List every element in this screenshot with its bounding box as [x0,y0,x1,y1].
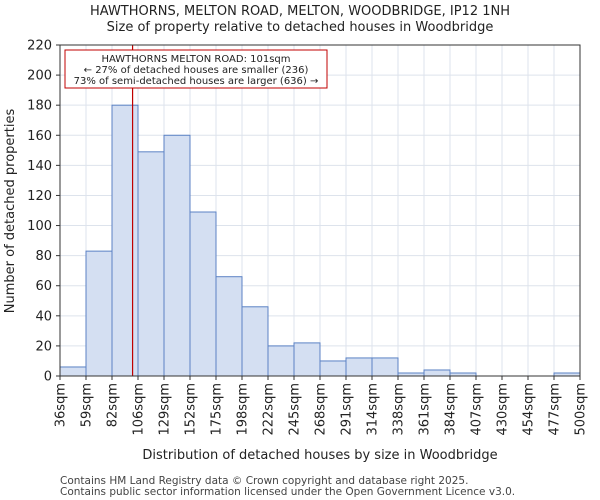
annotation-line-3: 73% of semi-detached houses are larger (… [74,76,319,87]
bar [293,342,321,377]
bar [371,357,399,377]
x-tick-label: 314sqm [366,383,381,436]
x-tick-label: 500sqm [574,383,589,436]
annotation-line-2: ← 27% of detached houses are smaller (23… [84,65,309,76]
x-tick-label: 59sqm [80,383,95,427]
x-tick-label: 175sqm [210,383,225,436]
x-tick-layer: 36sqm 59sqm 82sqm 106sqm 129sqm 152sqm 175sqm 1… [54,376,589,436]
bar [111,104,139,377]
bar [319,360,347,377]
x-tick-label: 268sqm [314,383,329,436]
x-tick-label: 36sqm [54,383,69,427]
y-tick-label: 180 [27,99,52,114]
x-tick-label: 129sqm [158,383,173,436]
x-tick-label: 454sqm [522,383,537,436]
bar [215,276,243,377]
footer-line-2: Contains public sector information licen… [60,486,515,498]
chart-subtitle: Size of property relative to detached ho… [107,20,494,35]
x-tick-label: 477sqm [548,383,563,436]
bar [59,366,87,377]
y-axis-label: Number of detached properties [3,109,18,314]
bar [345,357,373,377]
x-tick-label: 152sqm [184,383,199,436]
x-tick-label: 82sqm [106,383,121,427]
bar [241,306,269,377]
y-tick-label: 220 [27,39,52,54]
bar [189,211,217,377]
bar [423,369,451,377]
annotation-line-1: HAWTHORNS MELTON ROAD: 101sqm [101,54,290,65]
x-axis-label: Distribution of detached houses by size … [142,448,497,463]
chart-title: HAWTHORNS, MELTON ROAD, MELTON, WOODBRID… [90,4,510,19]
y-tick-label: 40 [35,309,52,324]
x-tick-label: 291sqm [340,383,355,436]
y-tick-label: 60 [35,279,52,294]
y-tick-label: 0 [44,370,52,385]
annotation-box: HAWTHORNS MELTON ROAD: 101sqm ← 27% of d… [64,49,328,89]
x-tick-label: 245sqm [288,383,303,436]
x-tick-label: 407sqm [470,383,485,436]
y-tick-label: 200 [27,69,52,84]
footer-line-1: Contains HM Land Registry data © Crown c… [60,475,468,487]
y-tick-label: 160 [27,129,52,144]
y-tick-layer: 0 20 40 60 80 100 120 140 160 180 200 220 [27,39,60,385]
y-tick-label: 80 [35,249,52,264]
y-tick-label: 140 [27,159,52,174]
x-tick-label: 222sqm [262,383,277,436]
y-tick-label: 20 [35,339,52,354]
y-tick-label: 100 [27,219,52,234]
bar [267,345,295,377]
bar [163,134,191,377]
bar [137,151,165,377]
x-tick-label: 384sqm [444,383,459,436]
y-tick-label: 120 [27,189,52,204]
x-tick-label: 198sqm [236,383,251,436]
bar [85,250,113,377]
x-tick-label: 338sqm [392,383,407,436]
x-tick-label: 430sqm [496,383,511,436]
x-tick-label: 361sqm [418,383,433,436]
x-tick-label: 106sqm [132,383,147,436]
